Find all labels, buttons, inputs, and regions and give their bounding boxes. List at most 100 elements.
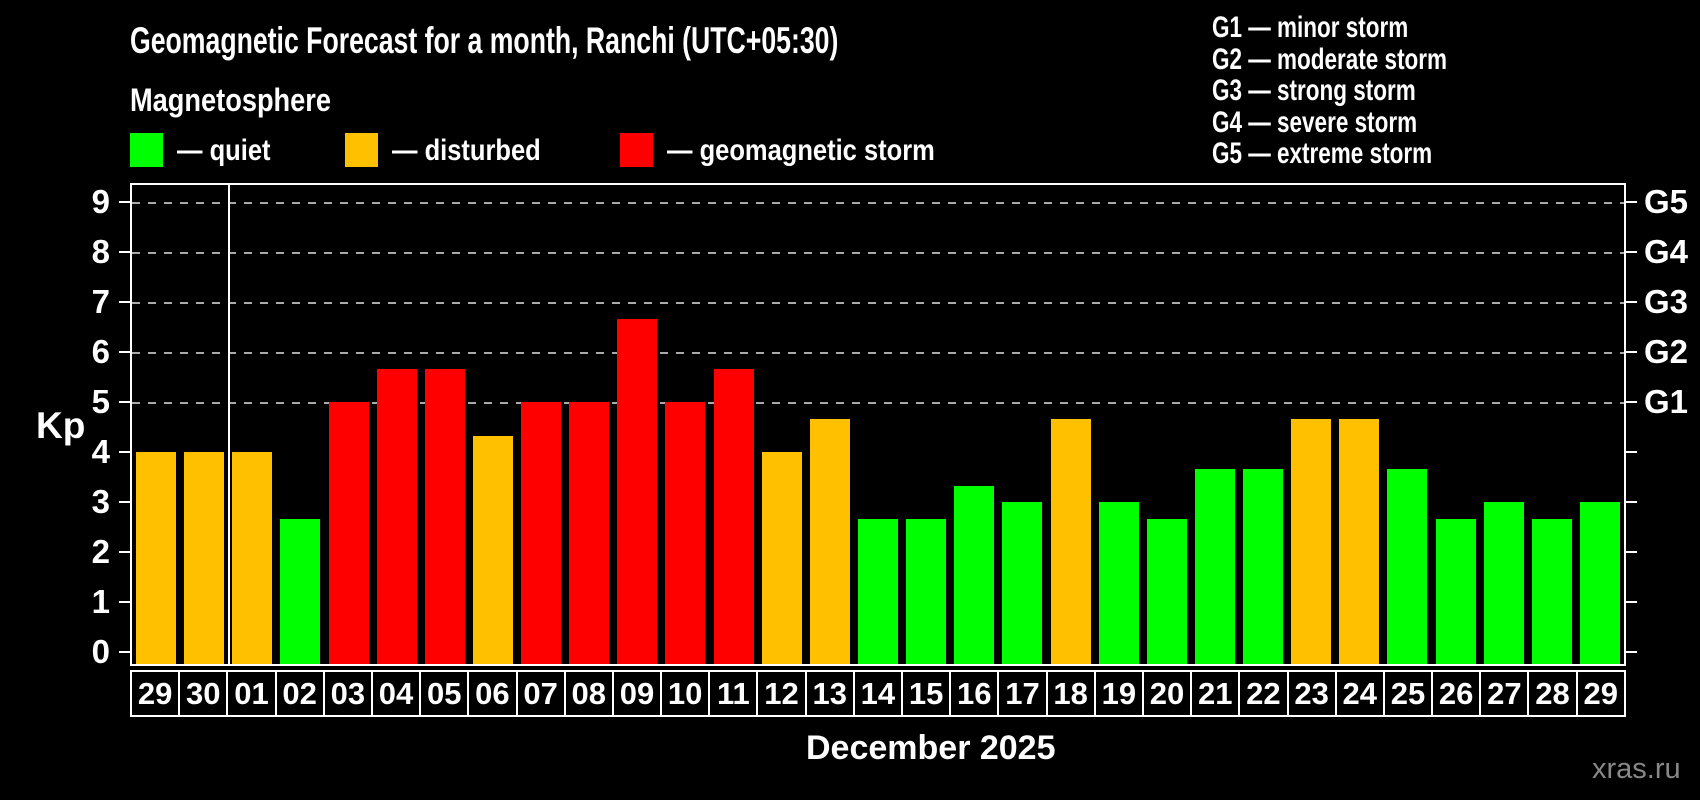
- kp-bar-day-16: [954, 485, 995, 664]
- g-scale-label-G2: G2: [1644, 333, 1689, 370]
- right-tick: [1626, 601, 1637, 603]
- day-cell: 21: [1190, 670, 1241, 717]
- y-axis-label: Kp: [36, 405, 86, 446]
- kp-bar-day-30: [184, 452, 225, 664]
- day-cell: 18: [1045, 670, 1096, 717]
- y-tick: [119, 301, 130, 303]
- day-cell: 03: [322, 670, 373, 717]
- g-scale-label-G3: G3: [1644, 283, 1689, 320]
- kp-bar-day-09: [617, 318, 658, 664]
- right-tick: [1626, 351, 1637, 353]
- storm-scale-line: G4 — severe storm: [1212, 105, 1418, 139]
- x-axis-day-labels: 29 30 01 02 03 04 05 06 07 08 09 10 11 12 13 14 15 16 17 18…: [130, 670, 1626, 717]
- legend-swatch-quiet: [130, 133, 163, 167]
- kp-bar-day-29: [1579, 502, 1620, 664]
- day-cell: 14: [852, 670, 903, 717]
- legend-label-disturbed: — disturbed: [392, 134, 541, 167]
- storm-scale-line: G1 — minor storm: [1212, 11, 1409, 44]
- gridline-kp6: [132, 352, 1624, 354]
- right-tick: [1626, 251, 1637, 253]
- kp-bar-day-15: [906, 518, 947, 664]
- kp-bar-day-28: [1531, 518, 1572, 664]
- right-tick: [1626, 201, 1637, 203]
- kp-bar-day-23: [1291, 418, 1332, 664]
- day-cell: 17: [997, 670, 1048, 717]
- y-tick: [119, 651, 130, 653]
- kp-bar-day-05: [424, 368, 465, 664]
- kp-bar-day-29: [136, 452, 177, 664]
- kp-bar-day-25: [1387, 468, 1428, 664]
- kp-bar-day-27: [1483, 502, 1524, 664]
- day-cell: 09: [611, 670, 663, 717]
- day-cell: 07: [515, 670, 566, 717]
- storm-scale-line: G2 — moderate storm: [1212, 42, 1448, 76]
- g-scale-label-G4: G4: [1644, 233, 1689, 270]
- kp-bar-day-08: [569, 402, 610, 664]
- y-tick: [119, 351, 130, 353]
- kp-bar-day-04: [376, 368, 417, 664]
- kp-bar-day-21: [1194, 468, 1235, 664]
- day-cell: 30: [178, 670, 229, 717]
- right-tick: [1626, 301, 1637, 303]
- kp-bar-day-07: [521, 402, 562, 664]
- kp-bar-day-14: [858, 518, 898, 664]
- kp-bar-day-10: [665, 402, 706, 664]
- day-cell: 05: [419, 670, 470, 717]
- y-tick: [119, 401, 130, 403]
- y-tick-label: 9: [91, 183, 110, 220]
- y-tick-label: 4: [91, 433, 110, 470]
- y-tick-label: 8: [91, 233, 110, 270]
- g-scale-label-G1: G1: [1644, 383, 1689, 420]
- day-cell: 29: [1575, 670, 1626, 717]
- day-cell: 19: [1093, 670, 1144, 717]
- y-tick: [119, 251, 130, 253]
- kp-bar-day-26: [1435, 518, 1476, 664]
- right-tick: [1626, 451, 1637, 453]
- kp-bar-day-06: [472, 435, 513, 664]
- legend-swatch-storm: [620, 133, 653, 167]
- kp-bar-day-17: [1002, 502, 1043, 664]
- gridline-kp5: [132, 402, 1624, 404]
- y-tick-label: 7: [91, 283, 110, 320]
- day-cell: 12: [756, 670, 807, 717]
- y-tick-label: 0: [91, 633, 110, 670]
- day-cell: 10: [660, 670, 711, 717]
- storm-scale-line: G5 — extreme storm: [1212, 137, 1433, 171]
- day-cell: 27: [1479, 670, 1530, 717]
- month-boundary-separator: [228, 185, 231, 664]
- y-tick-label: 1: [91, 583, 110, 620]
- day-cell: 02: [274, 670, 325, 717]
- kp-bar-day-19: [1098, 502, 1139, 664]
- day-cell: 01: [226, 670, 277, 717]
- y-tick: [119, 501, 130, 503]
- chart-title: Geomagnetic Forecast for a month, Ranchi…: [130, 20, 839, 61]
- day-cell: 26: [1431, 670, 1482, 717]
- day-cell: 28: [1527, 670, 1578, 717]
- gridline-kp8: [132, 252, 1624, 254]
- day-cell: 04: [370, 670, 422, 717]
- watermark: xras.ru: [1592, 753, 1681, 785]
- right-tick: [1626, 551, 1637, 553]
- y-tick: [119, 601, 130, 603]
- gridline-kp9: [132, 202, 1624, 204]
- day-cell: 13: [804, 670, 855, 717]
- kp-bar-day-01: [232, 452, 273, 664]
- kp-bar-day-20: [1146, 518, 1187, 664]
- kp-bar-day-22: [1243, 468, 1284, 664]
- y-tick-label: 2: [91, 533, 110, 570]
- y-tick: [119, 551, 130, 553]
- day-cell: 06: [467, 670, 518, 717]
- right-tick: [1626, 501, 1637, 503]
- y-tick: [119, 201, 130, 203]
- chart-subtitle: Magnetosphere: [130, 82, 332, 118]
- kp-bar-day-24: [1339, 418, 1380, 664]
- day-cell: 11: [708, 670, 759, 717]
- y-tick: [119, 451, 130, 453]
- right-tick: [1626, 651, 1637, 653]
- day-cell: 22: [1238, 670, 1289, 717]
- plot-area: [130, 183, 1626, 666]
- day-cell: 15: [901, 670, 952, 717]
- day-cell: 25: [1382, 670, 1434, 717]
- kp-bar-day-11: [713, 368, 754, 664]
